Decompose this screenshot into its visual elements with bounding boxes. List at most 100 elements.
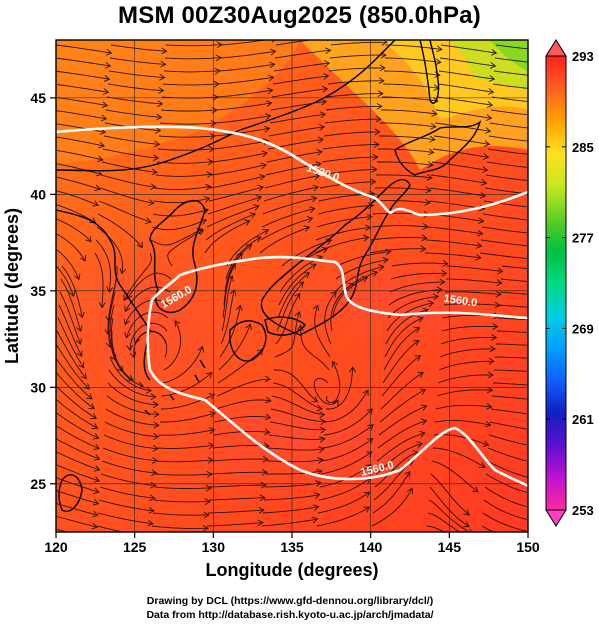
streamline-arrow [325,238,333,245]
streamline-arrow [477,217,485,225]
streamline-arrow [316,404,323,412]
streamline [325,367,353,410]
coastlines [56,40,482,512]
streamline [108,70,165,78]
streamline [99,486,155,499]
streamline-arrow [119,267,127,275]
streamline [159,122,216,125]
streamline [102,148,159,159]
streamline-arrow [312,184,320,192]
streamline [482,512,528,532]
colorbar-tick-label: 261 [572,412,594,427]
streamline [108,291,116,348]
streamline-arrow [371,270,379,277]
streamline [98,200,152,223]
streamline-arrow [271,40,276,43]
streamline [56,398,98,429]
streamline-arrow [208,393,216,400]
streamline [56,385,97,419]
streamline [315,226,371,241]
streamline [382,340,420,384]
streamline [435,109,492,119]
streamline-arrow [267,87,274,95]
streamline [151,219,207,231]
streamline-arrow [316,468,323,476]
streamline [164,57,222,60]
streamline [103,434,159,450]
streamline [497,317,528,321]
streamline-arrow [536,178,541,184]
streamline-arrow [205,484,212,492]
streamline [276,281,304,332]
streamline [433,135,490,145]
streamline [375,443,423,475]
streamline-arrow [315,161,322,168]
streamline [204,220,250,254]
streamline-arrow [376,103,383,110]
y-axis-ticks: 25 30 35 40 45 [30,90,56,492]
streamline [313,378,339,405]
streamline-arrow [91,535,97,541]
streamline-arrow [148,507,155,514]
streamline [387,295,439,319]
streamline [492,83,528,89]
streamline-arrow [203,511,210,519]
streamline-arrow [152,154,160,162]
streamline [390,272,447,280]
streamline-arrow [486,386,494,394]
streamline-arrow [331,360,338,368]
streamline [56,44,112,54]
streamline [56,110,107,120]
streamline [210,164,267,176]
streamline-arrow [534,476,539,482]
streamline [440,336,497,345]
streamline-arrow [425,186,432,194]
streamline-arrow [147,519,154,527]
streamline [430,473,470,516]
streamline-arrow [147,533,152,539]
streamline-arrow [531,256,536,262]
streamline [271,395,325,416]
streamline [317,204,374,215]
streamline-arrow [104,61,112,69]
streamline [266,470,322,475]
streamline [275,293,301,345]
streamline [424,252,481,259]
streamline-arrow [102,88,110,95]
streamline-arrow [97,155,104,163]
streamline [56,136,105,147]
colorbar-tick-label: 269 [572,321,594,336]
streamline-arrow [145,387,152,394]
streamline [431,161,488,171]
streamline [56,190,99,206]
streamline [485,174,528,181]
streamline-arrow [68,290,76,298]
streamline [153,197,210,204]
streamline [56,343,90,390]
streamline-arrow [385,248,392,256]
streamline [155,173,212,177]
streamline-arrow [375,115,382,123]
streamline [154,185,211,190]
streamline [489,122,528,129]
streamline [266,459,323,463]
streamline [157,148,214,151]
streamline [163,70,221,73]
streamline [381,355,421,397]
streamline [320,451,373,475]
streamline-arrow [91,423,99,430]
streamline-arrow [156,113,163,121]
chart-title: MSM 00Z30Aug2025 (850.0hPa) [118,2,481,29]
streamline [380,371,424,410]
streamline-arrow [487,371,494,379]
streamline [220,289,235,345]
colorbar-top-arrow [545,39,567,57]
streamline [261,207,315,228]
streamline-arrow [536,460,541,466]
streamline-arrow [197,345,205,353]
streamline [160,393,215,410]
streamline-arrow [535,192,540,198]
streamline [490,408,528,415]
streamline-arrow [489,62,497,69]
